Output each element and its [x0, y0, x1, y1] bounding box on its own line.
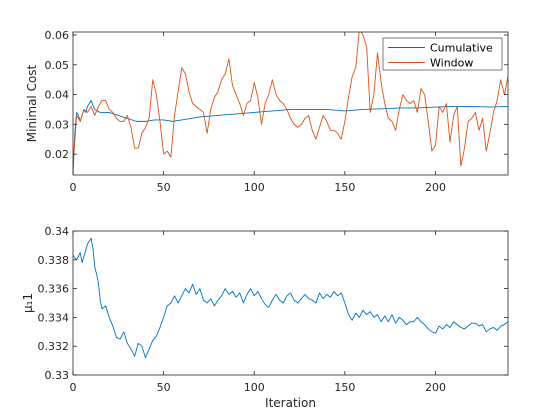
cost-plot-ytick-label: 0.06: [45, 29, 70, 42]
mu-plot-xtick-label: 150: [334, 381, 355, 394]
cost-plot-ytick-label: 0.04: [45, 89, 70, 102]
mu-plot-ytick-label: 0.338: [38, 254, 70, 267]
legend-label-cumulative: Cumulative: [430, 42, 493, 55]
cost-plot-ytick-label: 0.02: [45, 148, 70, 161]
mu-plot-xtick-label: 50: [157, 381, 171, 394]
mu-plot-ytick-label: 0.33: [45, 369, 70, 382]
cost-plot-series: [73, 32, 508, 175]
cost-plot-series-window-line: [73, 32, 508, 167]
mu-plot-xlabel: Iteration: [265, 396, 316, 410]
legend: Cumulative Window: [382, 37, 503, 71]
cost-plot-xtick-label: 0: [70, 181, 77, 194]
mu-plot-frame: [72, 230, 509, 376]
cost-plot-ytick-label: 0.03: [45, 118, 70, 131]
mu-plot-series: [73, 237, 508, 359]
cost-plot-ticks: 0 50 100 150 200 0.02 0.03 0.04 0.05 0.06: [45, 29, 508, 194]
mu-plot-xtick-label: 100: [244, 381, 265, 394]
cost-plot-xtick-label: 150: [334, 181, 355, 194]
legend-box: [382, 37, 503, 71]
mu-plot-xtick-label: 0: [70, 381, 77, 394]
legend-label-window: Window: [430, 57, 473, 70]
mu-plot-ytick-label: 0.332: [38, 340, 70, 353]
mu-plot-ticks: 0 50 100 150 200 0.33 0.332 0.334 0.336 0.338 0.34: [38, 225, 508, 394]
mu-plot-series-series-line: [73, 237, 508, 359]
cost-plot-xtick-label: 100: [244, 181, 265, 194]
cost-plot-xtick-label: 50: [157, 181, 171, 194]
cost-plot-ytick-label: 0.05: [45, 59, 70, 72]
cost-plot-frame: [72, 31, 509, 176]
cost-plot-ylabel: Minimal Cost: [25, 64, 39, 142]
mu-plot: 0 50 100 150 200 0.33 0.332 0.334 0.336 0.338 0.34…: [21, 225, 509, 410]
mu-plot-ytick-label: 0.334: [38, 311, 70, 324]
cost-plot: 0 50 100 150 200 0.02 0.03 0.04 0.05 0.06 Minimal…: [25, 29, 509, 194]
cost-plot-xtick-label: 200: [425, 181, 446, 194]
mu-plot-xtick-label: 200: [425, 381, 446, 394]
mu-plot-background: [73, 231, 508, 375]
mu-plot-ylabel: μ₁1: [21, 293, 35, 313]
cost-plot-series-cumulative-line: [73, 100, 508, 175]
mu-plot-ytick-label: 0.336: [38, 283, 70, 296]
mu-plot-ytick-label: 0.34: [45, 225, 70, 238]
